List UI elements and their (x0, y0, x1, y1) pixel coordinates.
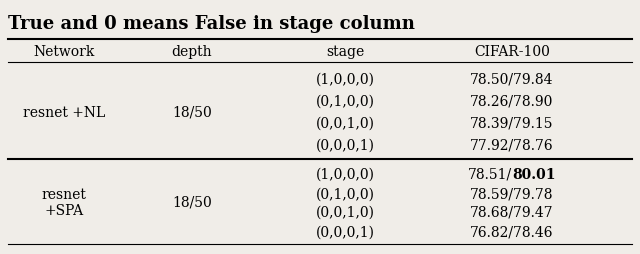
Text: 78.26/78.90: 78.26/78.90 (470, 95, 554, 108)
Text: (0,0,0,1): (0,0,0,1) (316, 225, 375, 239)
Text: (0,1,0,0): (0,1,0,0) (316, 187, 375, 201)
Text: 76.82/78.46: 76.82/78.46 (470, 225, 554, 239)
Text: (1,0,0,0): (1,0,0,0) (316, 167, 375, 181)
Text: (0,0,0,1): (0,0,0,1) (316, 138, 375, 152)
Text: Network: Network (33, 45, 95, 59)
Text: True and 0 means False in stage column: True and 0 means False in stage column (8, 15, 415, 33)
Text: CIFAR-100: CIFAR-100 (474, 45, 550, 59)
Text: 78.51/: 78.51/ (468, 167, 512, 181)
Text: 78.39/79.15: 78.39/79.15 (470, 117, 554, 131)
Text: resnet
+SPA: resnet +SPA (42, 187, 86, 217)
Text: resnet +NL: resnet +NL (23, 106, 105, 120)
Text: (0,0,1,0): (0,0,1,0) (316, 205, 375, 219)
Text: 78.59/79.78: 78.59/79.78 (470, 187, 554, 201)
Text: 78.50/79.84: 78.50/79.84 (470, 73, 554, 87)
Text: 18/50: 18/50 (172, 106, 212, 120)
Text: (0,0,1,0): (0,0,1,0) (316, 117, 375, 131)
Text: depth: depth (172, 45, 212, 59)
Text: 18/50: 18/50 (172, 195, 212, 209)
Text: (0,1,0,0): (0,1,0,0) (316, 95, 375, 108)
Text: stage: stage (326, 45, 365, 59)
Text: (1,0,0,0): (1,0,0,0) (316, 73, 375, 87)
Text: 77.92/78.76: 77.92/78.76 (470, 138, 554, 152)
Text: 80.01: 80.01 (512, 167, 556, 181)
Text: 78.68/79.47: 78.68/79.47 (470, 205, 554, 219)
